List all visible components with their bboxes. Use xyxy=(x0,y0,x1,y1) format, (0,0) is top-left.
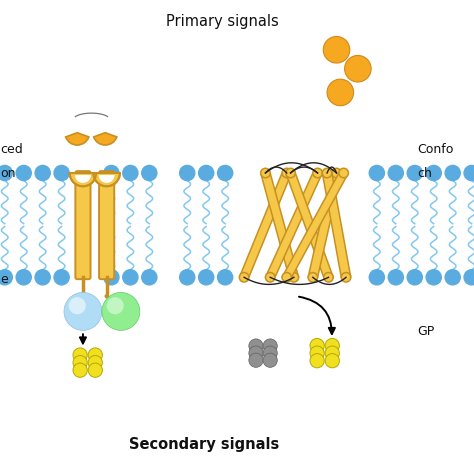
Circle shape xyxy=(0,270,12,285)
Circle shape xyxy=(407,165,422,181)
Circle shape xyxy=(310,354,324,368)
Circle shape xyxy=(73,356,87,370)
Circle shape xyxy=(313,168,322,178)
Circle shape xyxy=(426,270,441,285)
Circle shape xyxy=(69,297,86,314)
Circle shape xyxy=(263,346,277,360)
Polygon shape xyxy=(308,173,341,277)
Polygon shape xyxy=(282,173,348,277)
Circle shape xyxy=(464,165,474,181)
Circle shape xyxy=(263,339,277,353)
Text: e: e xyxy=(0,273,8,286)
Circle shape xyxy=(426,165,441,181)
Wedge shape xyxy=(75,175,91,183)
Text: GP: GP xyxy=(417,325,434,338)
Circle shape xyxy=(82,295,84,298)
Polygon shape xyxy=(322,173,351,277)
Circle shape xyxy=(369,165,384,181)
Text: ch: ch xyxy=(417,166,432,180)
Wedge shape xyxy=(94,133,117,145)
Circle shape xyxy=(325,338,339,353)
Circle shape xyxy=(445,165,460,181)
Circle shape xyxy=(282,273,292,282)
Circle shape xyxy=(218,270,233,285)
Circle shape xyxy=(88,363,102,377)
Circle shape xyxy=(88,348,102,362)
Circle shape xyxy=(286,168,295,178)
Circle shape xyxy=(322,168,332,178)
Polygon shape xyxy=(286,173,333,277)
Circle shape xyxy=(199,270,214,285)
Circle shape xyxy=(102,292,140,330)
Wedge shape xyxy=(70,173,96,186)
Circle shape xyxy=(445,270,460,285)
Circle shape xyxy=(369,270,384,285)
Circle shape xyxy=(104,165,119,181)
Circle shape xyxy=(341,273,351,282)
Circle shape xyxy=(16,270,31,285)
Circle shape xyxy=(310,338,324,353)
Circle shape xyxy=(325,346,339,360)
Circle shape xyxy=(308,273,318,282)
Circle shape xyxy=(54,270,69,285)
Circle shape xyxy=(35,165,50,181)
Circle shape xyxy=(54,165,69,181)
Wedge shape xyxy=(93,173,120,186)
Circle shape xyxy=(464,270,474,285)
Circle shape xyxy=(282,168,292,178)
Circle shape xyxy=(289,273,299,282)
Circle shape xyxy=(199,165,214,181)
Circle shape xyxy=(88,356,102,370)
Circle shape xyxy=(218,165,233,181)
Circle shape xyxy=(104,270,119,285)
Circle shape xyxy=(64,292,102,330)
Text: ced: ced xyxy=(0,143,23,156)
Polygon shape xyxy=(261,173,299,277)
Circle shape xyxy=(388,165,403,181)
Circle shape xyxy=(339,168,348,178)
Circle shape xyxy=(16,165,31,181)
Circle shape xyxy=(325,354,339,368)
Circle shape xyxy=(249,339,263,353)
Circle shape xyxy=(310,346,324,360)
Circle shape xyxy=(123,165,138,181)
FancyBboxPatch shape xyxy=(75,171,91,279)
Circle shape xyxy=(388,270,403,285)
Circle shape xyxy=(239,273,249,282)
Text: Primary signals: Primary signals xyxy=(166,14,279,29)
Circle shape xyxy=(345,55,371,82)
Text: on: on xyxy=(0,166,16,180)
Circle shape xyxy=(180,270,195,285)
Circle shape xyxy=(263,353,277,367)
Circle shape xyxy=(0,165,12,181)
Text: Secondary signals: Secondary signals xyxy=(129,437,279,452)
Wedge shape xyxy=(66,133,89,145)
Circle shape xyxy=(332,168,341,178)
Circle shape xyxy=(327,79,354,106)
Circle shape xyxy=(324,273,333,282)
Polygon shape xyxy=(239,173,292,277)
Circle shape xyxy=(107,297,124,314)
Circle shape xyxy=(265,273,275,282)
Circle shape xyxy=(142,165,157,181)
Wedge shape xyxy=(99,175,115,183)
Circle shape xyxy=(261,168,270,178)
Circle shape xyxy=(249,346,263,360)
Circle shape xyxy=(73,348,87,362)
Circle shape xyxy=(142,270,157,285)
Circle shape xyxy=(249,353,263,367)
Circle shape xyxy=(105,295,108,298)
Circle shape xyxy=(35,270,50,285)
Circle shape xyxy=(180,165,195,181)
FancyBboxPatch shape xyxy=(99,171,114,279)
Circle shape xyxy=(123,270,138,285)
Circle shape xyxy=(323,36,350,63)
Text: Confo: Confo xyxy=(417,143,454,156)
Circle shape xyxy=(73,363,87,377)
Circle shape xyxy=(407,270,422,285)
Polygon shape xyxy=(265,173,322,277)
